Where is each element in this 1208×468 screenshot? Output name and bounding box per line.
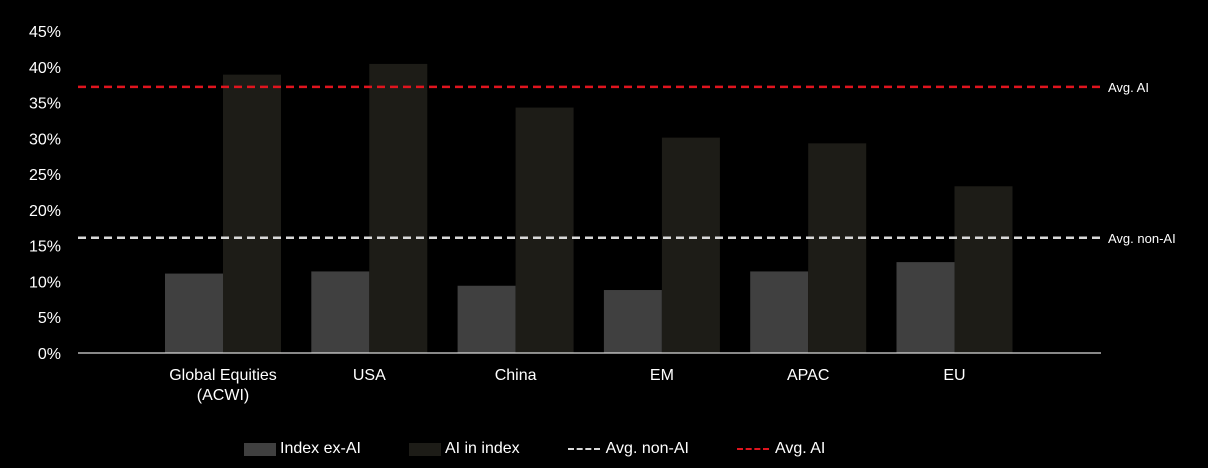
y-tick-label: 0% — [38, 346, 61, 363]
y-tick-label: 30% — [29, 131, 61, 148]
x-tick-label: USA — [353, 367, 386, 384]
bar-ai-in-index — [369, 63, 428, 353]
x-tick-label: EM — [650, 367, 674, 384]
legend-swatch-ai-in-index — [408, 442, 441, 456]
reference-label-avg-ai: Avg. AI — [1108, 80, 1149, 95]
x-axis: Global Equities (ACWI) USA China EM APAC EU — [169, 367, 965, 404]
legend-label-avg-ai: Avg. AI — [774, 440, 826, 457]
x-tick-label: China — [495, 367, 537, 384]
bar-ai-in-index — [661, 137, 720, 353]
bar-index-ex-ai — [165, 273, 223, 353]
bar-index-ex-ai — [311, 271, 370, 353]
reference-label-avg-non-ai: Avg. non-AI — [1108, 231, 1176, 246]
y-tick-label: 45% — [29, 24, 61, 41]
bar-index-ex-ai — [603, 290, 662, 353]
x-tick-label: APAC — [787, 367, 829, 384]
bar-ai-in-index — [954, 186, 1013, 353]
y-tick-label: 25% — [29, 167, 61, 184]
legend-item-avg-non-ai: Avg. non-AI — [567, 440, 689, 458]
bar-index-ex-ai — [457, 285, 516, 353]
legend-label-ai-in-index: AI in index — [444, 440, 520, 457]
x-tick-label: EU — [943, 367, 965, 384]
y-tick-label: 35% — [29, 96, 61, 113]
bar-index-ex-ai — [750, 271, 809, 353]
x-tick-label: (ACWI) — [197, 387, 249, 404]
legend-label-index-ex-ai: Index ex-AI — [280, 440, 361, 457]
legend-line-avg-ai — [736, 448, 769, 450]
y-tick-label: 40% — [29, 60, 61, 77]
legend-item-ai-in-index: AI in index — [408, 440, 520, 458]
y-axis: 0% 5% 10% 15% 20% 25% 30% 35% 40% 45% — [29, 24, 61, 363]
legend-item-index-ex-ai: Index ex-AI — [244, 440, 361, 458]
y-tick-label: 10% — [29, 274, 61, 291]
y-tick-label: 15% — [29, 239, 61, 256]
chart-legend: Index ex-AI AI in index Avg. non-AI Avg.… — [244, 438, 825, 460]
y-tick-label: 5% — [38, 310, 61, 327]
reference-lines: Avg. non-AI Avg. AI — [78, 80, 1176, 246]
legend-label-avg-non-ai: Avg. non-AI — [605, 440, 689, 457]
legend-swatch-index-ex-ai — [244, 442, 276, 456]
bar-ai-in-index — [808, 143, 867, 353]
legend-item-avg-ai: Avg. AI — [736, 440, 826, 458]
y-tick-label: 20% — [29, 203, 61, 220]
bar-ai-in-index — [223, 74, 281, 353]
x-tick-label: Global Equities — [169, 367, 277, 384]
bar-index-ex-ai — [896, 262, 955, 353]
legend-line-avg-non-ai — [567, 448, 600, 450]
bar-ai-in-index — [515, 107, 574, 353]
bars — [165, 63, 1013, 353]
